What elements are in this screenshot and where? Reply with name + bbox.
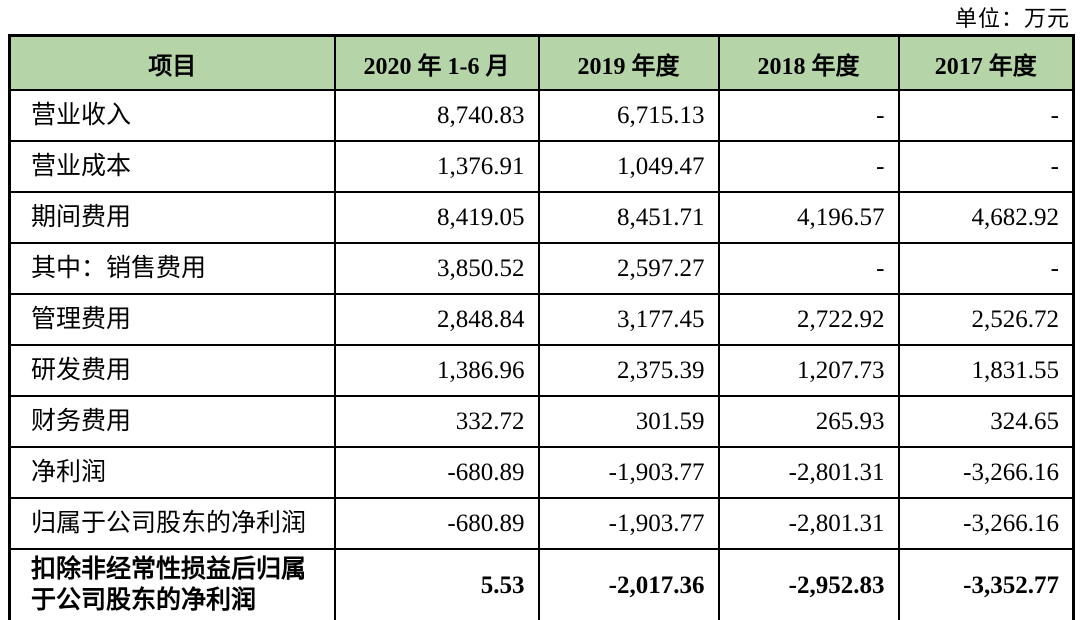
column-header-2017: 2017 年度 [897, 34, 1075, 91]
cell-value: - [897, 140, 1075, 193]
table-row: 管理费用 2,848.84 3,177.45 2,722.92 2,526.72 [8, 293, 1075, 346]
cell-value: 6,715.13 [537, 89, 720, 142]
row-item-label: 净利润 [8, 446, 336, 499]
table-row: 营业收入 8,740.83 6,715.13- - [8, 89, 1075, 142]
column-header-2019: 2019 年度 [537, 34, 720, 91]
cell-value: -680.89 [333, 497, 540, 550]
table-row: 归属于公司股东的净利润 -680.89 -1,903.77 -2,801.31 -3,2… [8, 497, 1075, 550]
row-item-label: 研发费用 [8, 344, 336, 397]
row-item-label: 营业成本 [8, 140, 336, 193]
table-row: 研发费用 1,386.96 2,375.39 1,207.73 1,831.55 [8, 344, 1075, 397]
financial-summary-table: 项目 2020 年 1-6 月 2019 年度 2018 年度 2017 年度 … [8, 34, 1075, 620]
column-header-2020h1: 2020 年 1-6 月 [333, 34, 540, 91]
cell-value: - [717, 89, 900, 142]
cell-value: 2,375.39 [537, 344, 720, 397]
row-item-label: 营业收入 [8, 89, 336, 142]
column-header-item: 项目 [8, 34, 336, 91]
cell-value: 324.65 [897, 395, 1075, 448]
cell-value: 8,740.83 [333, 89, 540, 142]
cell-value: - [897, 89, 1075, 142]
cell-value: 2,597.27 [537, 242, 720, 295]
cell-value: 4,682.92 [897, 191, 1075, 244]
cell-value: -3,352.77 [897, 548, 1075, 620]
row-item-label: 管理费用 [8, 293, 336, 346]
unit-label: 单位：万元 [954, 6, 1070, 31]
table-row: 净利润 -680.89 -1,903.77 -2,801.31 -3,266.16 [8, 446, 1075, 499]
cell-value: - [897, 242, 1075, 295]
column-header-2018: 2018 年度 [717, 34, 900, 91]
cell-value: 301.59 [537, 395, 720, 448]
table-row: 扣除非经常性损益后归属 于公司股东的净利润 5.53 -2,017.36 -2,952… [8, 548, 1075, 620]
cell-value: - [717, 140, 900, 193]
cell-value: 8,451.71 [537, 191, 720, 244]
cell-value: 332.72 [333, 395, 540, 448]
cell-value: 1,207.73 [717, 344, 900, 397]
row-item-label: 期间费用 [8, 191, 336, 244]
table-row: 其中：销售费用 3,850.52 2,597.27- - [8, 242, 1075, 295]
cell-value: 1,831.55 [897, 344, 1075, 397]
table-body: 营业收入 8,740.83 6,715.13- - 营业成本 1,376.91 1,049.… [8, 89, 1075, 620]
cell-value: 2,722.92 [717, 293, 900, 346]
cell-value: 5.53 [333, 548, 540, 620]
cell-value: -2,801.31 [717, 446, 900, 499]
cell-value: -3,266.16 [897, 446, 1075, 499]
row-item-label: 归属于公司股东的净利润 [8, 497, 336, 550]
cell-value: -1,903.77 [537, 497, 720, 550]
cell-value: 8,419.05 [333, 191, 540, 244]
cell-value: 3,850.52 [333, 242, 540, 295]
row-item-label: 其中：销售费用 [8, 242, 336, 295]
row-item-label: 扣除非经常性损益后归属 于公司股东的净利润 [8, 548, 336, 620]
cell-value: -3,266.16 [897, 497, 1075, 550]
cell-value: -2,801.31 [717, 497, 900, 550]
cell-value: -2,952.83 [717, 548, 900, 620]
cell-value: 1,386.96 [333, 344, 540, 397]
table-header-row: 项目 2020 年 1-6 月 2019 年度 2018 年度 2017 年度 [8, 34, 1075, 91]
cell-value: -680.89 [333, 446, 540, 499]
table-row: 财务费用 332.72 301.59 265.93 324.65 [8, 395, 1075, 448]
table-row: 营业成本 1,376.91 1,049.47- - [8, 140, 1075, 193]
cell-value: 2,526.72 [897, 293, 1075, 346]
cell-value: 2,848.84 [333, 293, 540, 346]
cell-value: -2,017.36 [537, 548, 720, 620]
cell-value: 4,196.57 [717, 191, 900, 244]
cell-value: - [717, 242, 900, 295]
row-item-label: 财务费用 [8, 395, 336, 448]
cell-value: 1,049.47 [537, 140, 720, 193]
cell-value: -1,903.77 [537, 446, 720, 499]
cell-value: 3,177.45 [537, 293, 720, 346]
table-row: 期间费用 8,419.05 8,451.71 4,196.57 4,682.92 [8, 191, 1075, 244]
cell-value: 265.93 [717, 395, 900, 448]
cell-value: 1,376.91 [333, 140, 540, 193]
